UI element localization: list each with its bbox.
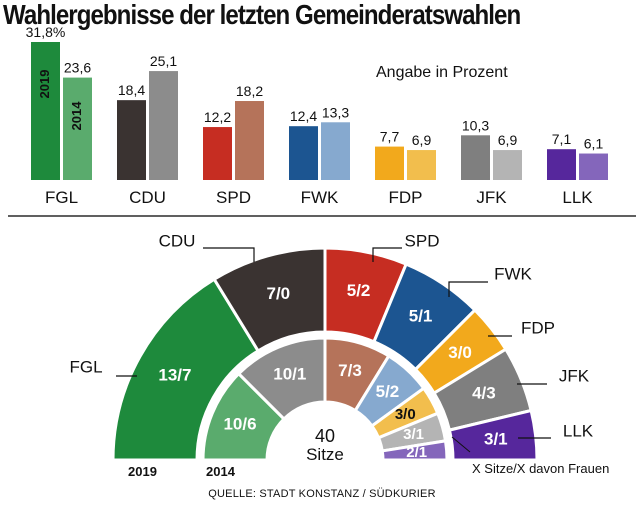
category-label-llk: LLK [562, 188, 593, 207]
bar-jfk-2019 [461, 135, 490, 180]
bar-fwk-2019 [289, 126, 318, 180]
bar-value-spd-2019: 12,2 [204, 109, 231, 125]
callout-label-llk: LLK [563, 421, 594, 440]
ring-label-2014: 2014 [206, 464, 235, 479]
bar-series-label-2014: 2014 [69, 101, 84, 131]
seat-label-spd-2019: 5/2 [347, 281, 371, 300]
category-label-fgl: FGL [45, 188, 78, 207]
legend-note: X Sitze/X davon Frauen [472, 461, 610, 476]
bar-fgl-2019 [31, 42, 60, 180]
bar-fgl-2014 [63, 77, 92, 180]
unit-note: Angabe in Prozent [376, 64, 508, 81]
bar-value-jfk-2014: 6,9 [498, 132, 518, 148]
bar-spd-2014 [235, 101, 264, 180]
seat-label-fdp-2019: 3/0 [448, 343, 472, 362]
seat-label-cdu-2019: 7/0 [266, 284, 290, 303]
seat-label-llk-2014: 2/1 [406, 444, 427, 461]
source-note: QUELLE: STADT KONSTANZ / SÜDKURIER [208, 488, 436, 500]
seat-label-fgl-2014: 10/6 [223, 414, 256, 433]
bar-value-spd-2014: 18,2 [236, 83, 263, 99]
chart-title: Wahlergebnisse der letzten Gemeinderatsw… [3, 0, 521, 30]
bar-value-fgl-2019: 31,8% [26, 24, 66, 40]
bar-value-fdp-2014: 6,9 [412, 132, 432, 148]
bar-llk-2019 [547, 149, 576, 180]
bar-cdu-2019 [117, 100, 146, 180]
callout-line-fwk [448, 281, 488, 297]
category-label-fwk: FWK [301, 188, 339, 207]
callout-label-fdp: FDP [521, 318, 555, 337]
bar-spd-2019 [203, 127, 232, 180]
category-label-jfk: JFK [476, 188, 507, 207]
bar-value-fgl-2014: 23,6 [64, 60, 91, 76]
bar-value-fwk-2019: 12,4 [290, 108, 317, 124]
donut-baseline-mask [0, 460, 644, 509]
bar-value-llk-2019: 7,1 [552, 131, 572, 147]
bar-series-label-2019: 2019 [37, 70, 52, 99]
legend-note-pointer [451, 436, 471, 453]
seat-donut-chart: 13/7 7/0 5/2 5/1 3/0 4/3 3/1 10/6 10/1 7/3 5/2 3/0 3… [0, 231, 644, 509]
bar-cdu-2014 [149, 71, 178, 180]
callout-label-fgl: FGL [69, 357, 102, 376]
seat-label-cdu-2014: 10/1 [273, 364, 306, 383]
total-seats-label: Sitze [306, 445, 344, 464]
seat-label-spd-2014: 7/3 [338, 361, 362, 380]
seat-label-fdp-2014: 3/0 [395, 406, 416, 423]
seat-label-jfk-2014: 3/1 [403, 426, 424, 443]
bar-llk-2014 [579, 153, 608, 180]
seat-label-fwk-2019: 5/1 [409, 306, 433, 325]
total-seats-number: 40 [314, 426, 336, 446]
category-label-fdp: FDP [389, 188, 423, 207]
callout-label-fwk: FWK [494, 264, 532, 283]
ring-label-2019: 2019 [128, 464, 157, 479]
bar-value-fwk-2014: 13,3 [322, 104, 349, 120]
bar-jfk-2014 [493, 150, 522, 180]
bar-value-llk-2014: 6,1 [584, 136, 604, 152]
callout-line-cdu [203, 247, 255, 262]
bar-fdp-2014 [407, 150, 436, 180]
callout-label-spd: SPD [405, 231, 440, 250]
bar-value-jfk-2019: 10,3 [462, 117, 489, 133]
callout-label-cdu: CDU [159, 231, 196, 250]
seat-label-jfk-2019: 4/3 [472, 384, 496, 403]
callout-label-jfk: JFK [559, 366, 590, 385]
bar-value-cdu-2014: 25,1 [150, 53, 177, 69]
seat-label-fwk-2014: 5/2 [376, 382, 400, 401]
bar-value-fdp-2019: 7,7 [380, 129, 400, 145]
bar-fwk-2014 [321, 122, 350, 180]
category-label-cdu: CDU [129, 188, 166, 207]
seat-label-llk-2019: 3/1 [484, 429, 508, 448]
seat-label-fgl-2019: 13/7 [158, 365, 191, 384]
callout-line-spd [372, 247, 402, 262]
bar-chart: 31,8% 23,6 FGL 18,4 25,1 CDU 12,2 18,2 SPD 12,4 13… [8, 24, 636, 217]
bar-fdp-2019 [375, 146, 404, 180]
bar-value-cdu-2019: 18,4 [118, 82, 145, 98]
category-label-spd: SPD [216, 188, 251, 207]
